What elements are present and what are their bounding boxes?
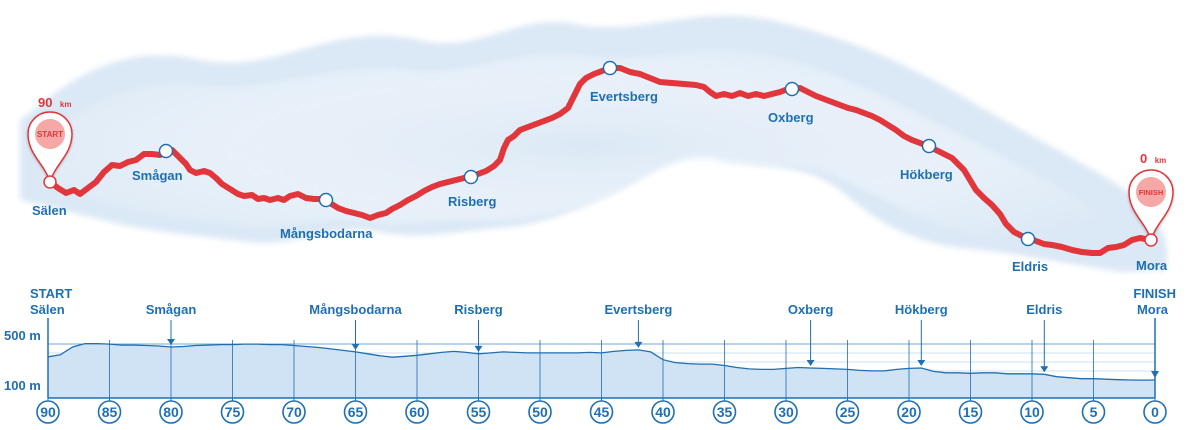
km-tick-circle — [97, 400, 122, 424]
km-tick-circle — [159, 400, 183, 424]
km-tick-circle — [343, 400, 368, 424]
km-tick-label: 70 — [286, 404, 302, 420]
station-arrow-icon — [806, 359, 815, 366]
profile-station-label: Smågan — [146, 302, 197, 317]
checkpoint-marker-mangsbodarna — [318, 192, 334, 208]
checkpoint-marker-evertsberg — [602, 60, 618, 76]
km-tick-circle — [282, 400, 306, 424]
map-label-oxberg: Oxberg — [768, 110, 814, 125]
km-tick-circle — [897, 400, 921, 424]
km-tick-label: 45 — [594, 404, 610, 420]
map-label-salen: Sälen — [32, 203, 67, 218]
km-tick-label: 80 — [163, 404, 179, 420]
km-tick-label: 60 — [409, 404, 425, 420]
km-tick-circle — [466, 400, 491, 424]
finish-pin-inner — [1136, 177, 1166, 207]
km-tick-label: 55 — [471, 404, 487, 420]
map-label-eldris: Eldris — [1012, 259, 1048, 274]
checkpoint-marker-smagan — [158, 143, 174, 159]
km-tick-label: 5 — [1090, 404, 1098, 420]
station-arrow-icon — [474, 345, 483, 352]
km-tick-label: 30 — [778, 404, 794, 420]
km-ticks: 90 85 80 75 70 65 60 55 50 45 40 35 30 25 20 15 10 5 0 — [36, 398, 1167, 424]
km-tick-label: 40 — [655, 404, 671, 420]
terrain-highlight — [40, 50, 1133, 262]
station-arrow-icon — [634, 341, 643, 348]
checkpoint-marker-eldris — [1020, 231, 1036, 247]
station-arrow-icon — [351, 343, 360, 350]
km-tick-label: 85 — [102, 404, 118, 420]
km-tick-label: 65 — [348, 404, 364, 420]
profile-finish-label: FINISH — [1133, 286, 1176, 301]
start-pin-dot — [43, 175, 57, 189]
finish-arrow-icon — [1151, 371, 1159, 378]
y-label-500: 500 m — [4, 328, 41, 343]
start-distance-unit: km — [60, 100, 72, 109]
km-tick-circle — [774, 400, 798, 424]
km-tick-circle — [958, 400, 983, 424]
profile-finish-place: Mora — [1137, 302, 1169, 317]
km-tick-label: 50 — [532, 404, 548, 420]
checkpoint-marker-hokberg — [921, 138, 937, 154]
km-tick-label: 15 — [963, 404, 979, 420]
profile-stations: Smågan Mångsbodarna Risberg Evertsberg Oxber… — [146, 302, 1062, 373]
map-label-hokberg: Hökberg — [900, 167, 953, 182]
start-pin: START — [27, 111, 73, 189]
checkpoint-marker-risberg — [463, 169, 479, 185]
map-label-smagan: Smågan — [132, 168, 183, 183]
map-label-mora: Mora — [1136, 258, 1168, 273]
finish-distance-unit: km — [1155, 156, 1167, 165]
km-tick-circle — [835, 400, 860, 424]
finish-distance: 0 km — [1140, 150, 1166, 167]
km-tick-label: 35 — [717, 404, 733, 420]
km-tick-circle — [405, 400, 429, 424]
start-pin-inner — [35, 119, 65, 149]
km-tick-circle — [1081, 400, 1106, 424]
profile-station-label: Eldris — [1026, 302, 1062, 317]
checkpoint-marker-oxberg — [784, 81, 800, 97]
km-tick-circle — [1020, 400, 1044, 424]
map-label-mangsbodarna: Mångsbodarna — [280, 226, 373, 241]
y-label-100: 100 m — [4, 378, 41, 393]
profile-station-label: Oxberg — [788, 302, 834, 317]
finish-pin-dot — [1144, 233, 1158, 247]
profile-station-label: Evertsberg — [604, 302, 672, 317]
profile-station-label: Mångsbodarna — [309, 302, 402, 317]
start-distance: 90 km — [38, 94, 71, 111]
km-tick-label: 75 — [225, 404, 241, 420]
km-tick-circle — [589, 400, 614, 424]
profile-start-label: START — [30, 286, 72, 301]
finish-pin: FINISH — [1128, 169, 1174, 247]
map-label-risberg: Risberg — [448, 194, 496, 209]
km-tick-label: 0 — [1151, 404, 1159, 420]
station-arrow-icon — [1040, 366, 1049, 373]
checkpoint-markers — [158, 60, 1036, 247]
km-tick-circle — [220, 400, 245, 424]
route-line — [47, 65, 1153, 256]
station-arrow-icon — [167, 339, 175, 345]
km-tick-circle — [36, 400, 60, 424]
start-distance-value: 90 — [38, 95, 52, 110]
map-label-evertsberg: Evertsberg — [590, 89, 658, 104]
km-tick-circle — [1143, 400, 1167, 424]
profile-station-label: Risberg — [454, 302, 502, 317]
station-arrow-icon — [917, 359, 926, 366]
km-tick-circle — [528, 400, 552, 424]
km-tick-circle — [712, 400, 737, 424]
start-pin-label: START — [37, 130, 63, 139]
profile-station-label: Hökberg — [895, 302, 948, 317]
km-tick-circle — [651, 400, 675, 424]
finish-pin-label: FINISH — [1139, 188, 1164, 197]
km-tick-label: 10 — [1024, 404, 1040, 420]
km-tick-label: 90 — [40, 404, 56, 420]
route-map: START 90 km FINISH 0 km Sälen Smågan Mån… — [20, 15, 1174, 274]
km-tick-label: 20 — [901, 404, 917, 420]
profile-start-place: Sälen — [30, 302, 65, 317]
km-tick-label: 25 — [840, 404, 856, 420]
finish-distance-value: 0 — [1140, 151, 1147, 166]
